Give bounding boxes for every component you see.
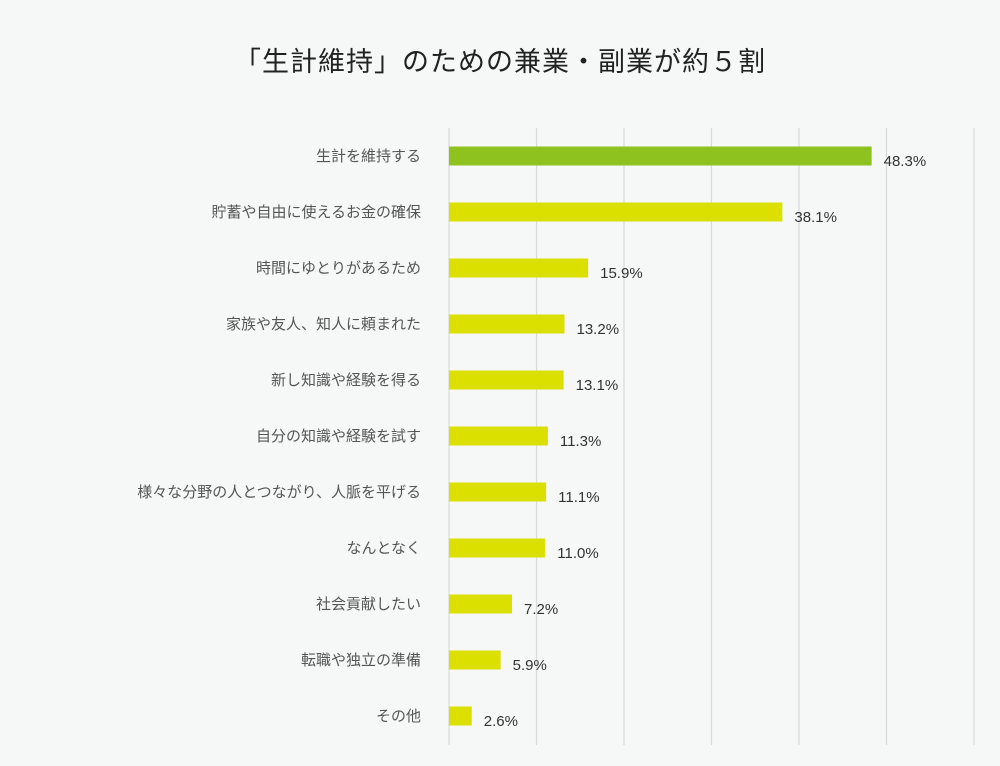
category-label: 自分の知識や経験を試す <box>256 427 421 445</box>
value-label: 48.3% <box>884 153 927 170</box>
value-label: 5.9% <box>513 657 547 674</box>
category-label: 家族や友人、知人に頼まれた <box>226 315 421 333</box>
value-label: 11.0% <box>557 545 598 562</box>
category-label: その他 <box>376 707 421 725</box>
category-label: 時間にゆとりがあるため <box>256 259 421 277</box>
value-label: 38.1% <box>794 209 837 226</box>
value-label: 13.1% <box>576 377 619 394</box>
value-label: 15.9% <box>600 265 643 282</box>
bar <box>449 482 547 502</box>
bar <box>449 202 783 222</box>
value-label: 7.2% <box>524 601 558 618</box>
value-label: 13.2% <box>577 321 620 338</box>
bar <box>449 314 565 334</box>
category-label: 転職や独立の準備 <box>301 651 421 669</box>
bar <box>449 594 512 614</box>
category-label: 生計を維持する <box>316 147 421 165</box>
value-label: 11.3% <box>560 433 601 450</box>
bar <box>449 146 872 166</box>
value-label: 2.6% <box>484 713 518 730</box>
bar <box>449 370 564 390</box>
bar <box>449 706 472 726</box>
category-label: 新し知識や経験を得る <box>271 371 421 389</box>
bar <box>449 650 501 670</box>
value-label: 11.1% <box>558 489 599 506</box>
bar <box>449 426 548 446</box>
category-label: 社会貢献したい <box>316 595 421 613</box>
chart-title: 「生計維持」のための兼業・副業が約５割 <box>234 47 766 78</box>
category-label: 貯蓄や自由に使えるお金の確保 <box>211 203 421 221</box>
category-label: なんとなく <box>346 539 421 557</box>
bar <box>449 538 546 558</box>
category-label: 様々な分野の人とつながり、人脈を平げる <box>137 483 421 501</box>
bar <box>449 258 589 278</box>
